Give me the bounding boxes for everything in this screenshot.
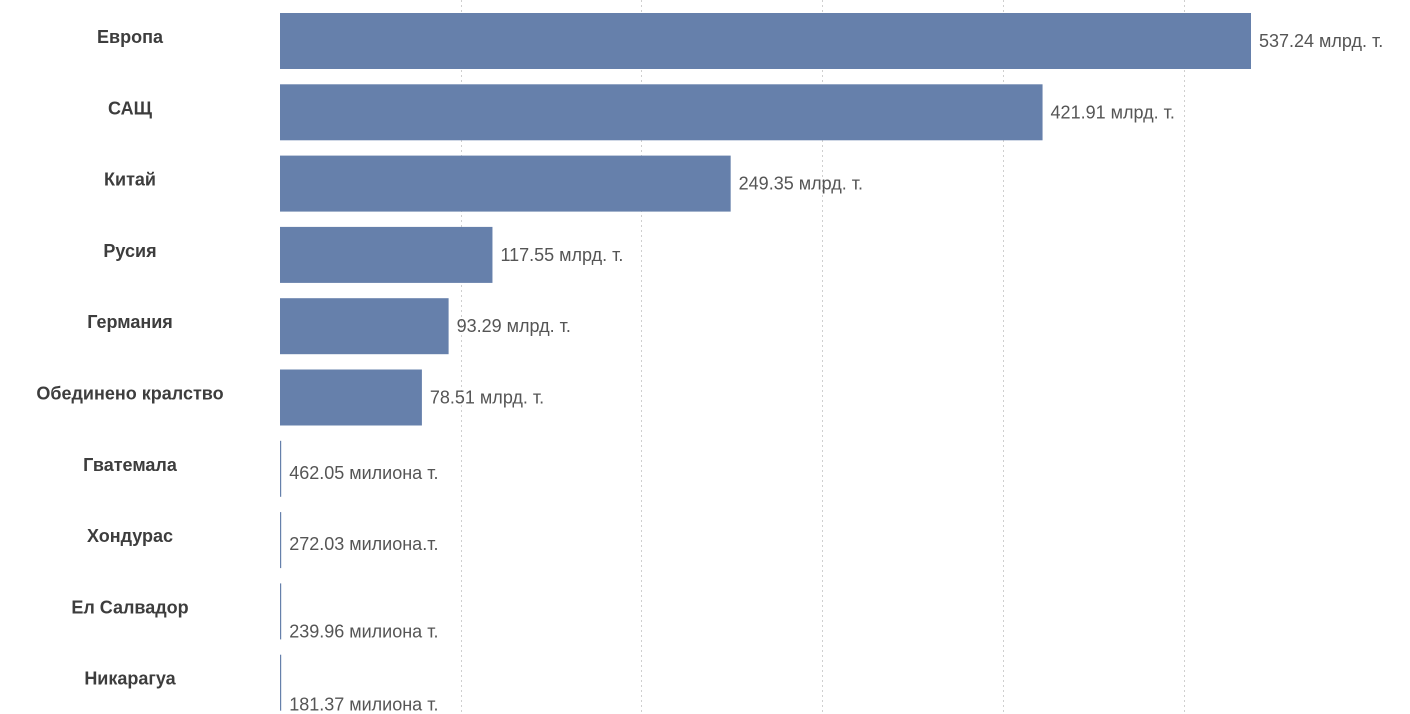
bar-2 [280, 84, 1043, 141]
category-label: Китай [104, 170, 156, 190]
bar-1 [280, 13, 1251, 69]
grid-lines [461, 0, 1185, 714]
value-label: 537.24 млрд. т. [1259, 31, 1383, 51]
value-label: 462.05 милиона т. [289, 463, 438, 483]
value-label: 272.03 милиона.т. [289, 534, 438, 554]
value-label: 78.51 млрд. т. [430, 388, 544, 408]
value-label: 239.96 милиона т. [289, 621, 438, 641]
category-label: Хондурас [87, 526, 173, 546]
bar-5 [280, 298, 449, 355]
labels: Европа 537.24 млрд. т. САЩ 421.91 млрд. т. К… [36, 27, 1383, 714]
bar-3 [280, 155, 731, 212]
value-label: 421.91 млрд. т. [1051, 102, 1175, 122]
category-label: Европа [97, 27, 164, 47]
category-label: Германия [87, 312, 173, 332]
value-label: 117.55 млрд. т. [500, 245, 623, 265]
value-label: 181.37 милиона т. [289, 695, 438, 714]
bar-9 [280, 583, 282, 640]
bar-4 [280, 226, 493, 283]
bar-7 [280, 440, 282, 497]
category-label: Никарагуа [84, 669, 176, 689]
value-label: 249.35 млрд. т. [739, 174, 863, 194]
bar-10 [280, 654, 282, 711]
category-label: Ел Салвадор [71, 597, 188, 617]
bar-6 [280, 369, 422, 426]
category-label: Обединено кралство [36, 384, 223, 404]
category-label: Гватемала [83, 455, 178, 475]
bar-8 [280, 512, 282, 569]
category-label: САЩ [108, 98, 153, 118]
bars [280, 13, 1251, 711]
category-label: Русия [103, 241, 156, 261]
value-label: 93.29 млрд. т. [457, 316, 571, 336]
